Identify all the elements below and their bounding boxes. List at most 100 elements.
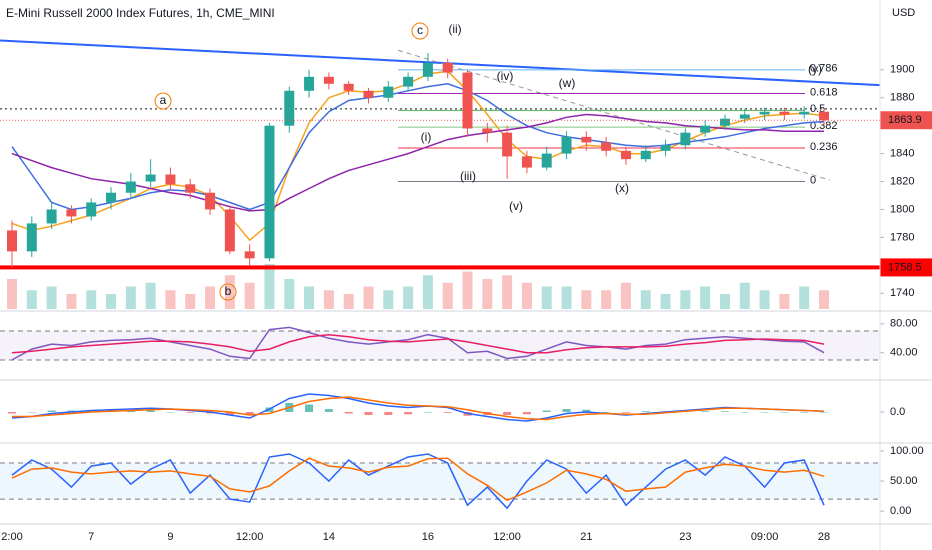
candle-body: [343, 83, 354, 91]
y-tick-label: 100.00: [890, 445, 924, 457]
candle-body: [739, 114, 750, 119]
volume-bar: [502, 275, 513, 309]
indicator-line: [12, 396, 825, 421]
volume-bar: [462, 271, 473, 309]
last-price-box: [880, 111, 932, 130]
y-tick-label: 0.00: [890, 505, 911, 517]
support-price-box: [880, 258, 932, 277]
x-tick-label: 28: [818, 531, 830, 543]
candle-body: [620, 150, 631, 160]
candle-body: [185, 184, 196, 193]
wave-label: a: [160, 93, 167, 107]
candle-body: [700, 125, 711, 133]
y-tick-label: 1740: [890, 287, 914, 299]
volume-bar: [26, 290, 37, 309]
y-tick-label: 0.0: [890, 406, 905, 418]
fib-label: 0.382: [810, 120, 838, 132]
histogram-bar: [562, 409, 571, 412]
volume-bar: [422, 275, 433, 309]
histogram-bar: [324, 409, 333, 412]
volume-bar: [205, 286, 216, 309]
volume-bar: [640, 290, 651, 309]
candle-body: [541, 153, 552, 168]
x-tick-label: 2:00: [1, 531, 22, 543]
y-tick-label: 1840: [890, 148, 914, 160]
fib-label: 0.236: [810, 141, 838, 153]
wave-label: (w): [559, 76, 576, 90]
candle-body: [521, 156, 532, 168]
candle-body: [601, 142, 612, 151]
candle-body: [145, 174, 156, 182]
volume-bar: [383, 290, 394, 309]
histogram-bar: [582, 409, 591, 412]
histogram-bar: [47, 410, 56, 412]
candle-body: [26, 223, 37, 252]
chart-title: E-Mini Russell 2000 Index Futures, 1h, C…: [6, 6, 275, 20]
histogram-bar: [602, 412, 611, 413]
volume-bar: [363, 286, 374, 309]
x-tick-label: 09:00: [751, 531, 779, 543]
indicator-line: [11, 333, 825, 354]
volume-bar: [125, 286, 136, 309]
candle-body: [719, 118, 730, 126]
candle-body: [422, 62, 433, 77]
histogram-bar: [641, 411, 650, 412]
candle-body: [165, 174, 176, 185]
wave-circle: [411, 22, 429, 40]
histogram-bar: [166, 412, 175, 413]
candle-body: [224, 209, 235, 252]
volume-bar: [264, 264, 275, 309]
indicator-line: [11, 113, 824, 212]
candle-body: [284, 90, 295, 126]
histogram-bar: [384, 412, 393, 415]
candle-body: [125, 181, 136, 193]
histogram-bar: [27, 412, 36, 413]
volume-bar: [403, 286, 414, 309]
volume-bar: [304, 286, 315, 309]
candle-body: [482, 128, 493, 133]
y-tick-label: 1780: [890, 231, 914, 243]
y-tick-label: 1900: [890, 64, 914, 76]
histogram-bar: [404, 412, 413, 415]
x-tick-label: 21: [580, 531, 592, 543]
histogram-bar: [245, 412, 254, 415]
x-tick-label: 23: [679, 531, 691, 543]
histogram-bar: [820, 412, 828, 413]
fib-label: 0.618: [810, 86, 838, 98]
volume-bar: [581, 290, 592, 309]
candle-body: [244, 251, 255, 259]
indicator-line: [11, 457, 825, 502]
fib-label: 0: [810, 174, 816, 186]
plot-layer: 17401760178018001820184018601880190080.0…: [0, 22, 932, 543]
wave-label: (ii): [448, 22, 461, 36]
volume-bar: [680, 290, 691, 309]
candle-body: [86, 202, 97, 217]
x-tick-label: 16: [422, 531, 434, 543]
volume-bar: [719, 294, 730, 309]
histogram-bar: [740, 412, 749, 413]
y-axis-label: USD: [892, 7, 915, 19]
volume-bar: [7, 279, 17, 309]
histogram-bar: [8, 412, 16, 414]
histogram-bar: [701, 411, 710, 412]
y-tick-label: 80.00: [890, 318, 918, 330]
support-line: [0, 265, 880, 270]
candle-body: [106, 192, 117, 203]
candle-body: [304, 76, 315, 91]
x-tick-label: 9: [167, 531, 173, 543]
volume-bar: [739, 282, 750, 309]
volume-bar: [244, 282, 255, 309]
y-tick-label: 50.00: [890, 475, 918, 487]
volume-bar: [660, 294, 671, 309]
histogram-bar: [225, 412, 234, 415]
histogram-bar: [780, 412, 789, 413]
histogram-bar: [423, 412, 432, 413]
volume-bar: [799, 286, 810, 309]
y-tick-label: 1800: [890, 203, 914, 215]
wave-label: (y): [808, 62, 822, 76]
fib-label: 0.786: [810, 63, 838, 75]
volume-bar: [482, 279, 493, 309]
x-tick-label: 12:00: [493, 531, 521, 543]
volume-bar: [343, 294, 354, 309]
